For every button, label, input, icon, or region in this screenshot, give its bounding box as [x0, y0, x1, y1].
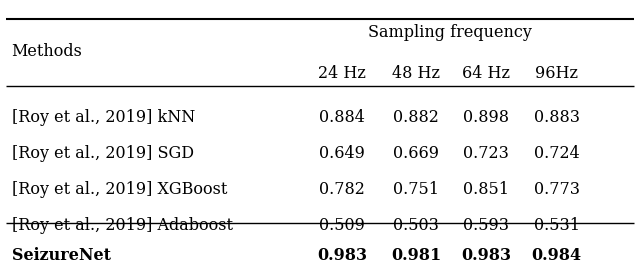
Text: 0.773: 0.773	[534, 181, 580, 198]
Text: 0.503: 0.503	[393, 217, 439, 234]
Text: 0.509: 0.509	[319, 217, 365, 234]
Text: 0.782: 0.782	[319, 181, 365, 198]
Text: 0.884: 0.884	[319, 109, 365, 126]
Text: 0.981: 0.981	[391, 247, 441, 264]
Text: 0.984: 0.984	[532, 247, 582, 264]
Text: 0.882: 0.882	[393, 109, 439, 126]
Text: 96Hz: 96Hz	[535, 65, 579, 82]
Text: 0.723: 0.723	[463, 145, 509, 162]
Text: 64 Hz: 64 Hz	[462, 65, 511, 82]
Text: 0.649: 0.649	[319, 145, 365, 162]
Text: Methods: Methods	[12, 43, 83, 60]
Text: 0.851: 0.851	[463, 181, 509, 198]
Text: 0.724: 0.724	[534, 145, 580, 162]
Text: 0.883: 0.883	[534, 109, 580, 126]
Text: [Roy et al., 2019] XGBoost: [Roy et al., 2019] XGBoost	[12, 181, 227, 198]
Text: Sampling frequency: Sampling frequency	[367, 24, 532, 41]
Text: 0.593: 0.593	[463, 217, 509, 234]
Text: [Roy et al., 2019] SGD: [Roy et al., 2019] SGD	[12, 145, 193, 162]
Text: 0.898: 0.898	[463, 109, 509, 126]
Text: SeizureNet: SeizureNet	[12, 247, 111, 264]
Text: 0.983: 0.983	[317, 247, 367, 264]
Text: 0.983: 0.983	[461, 247, 511, 264]
Text: 0.751: 0.751	[393, 181, 439, 198]
Text: 0.531: 0.531	[534, 217, 580, 234]
Text: 48 Hz: 48 Hz	[392, 65, 440, 82]
Text: 0.669: 0.669	[393, 145, 439, 162]
Text: [Roy et al., 2019] Adaboost: [Roy et al., 2019] Adaboost	[12, 217, 232, 234]
Text: [Roy et al., 2019] kNN: [Roy et al., 2019] kNN	[12, 109, 195, 126]
Text: 24 Hz: 24 Hz	[319, 65, 366, 82]
